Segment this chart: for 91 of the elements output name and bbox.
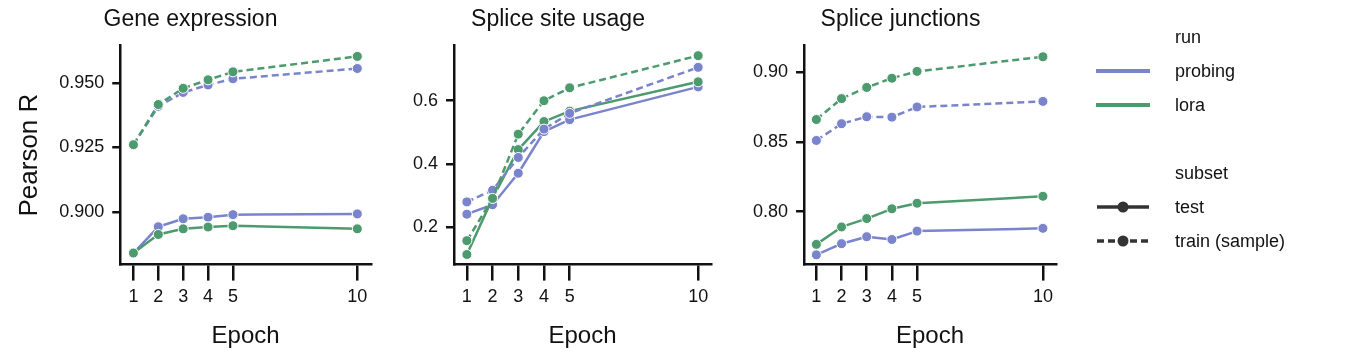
point xyxy=(692,50,704,62)
point xyxy=(810,114,822,126)
legend-title: run xyxy=(1175,25,1202,49)
point xyxy=(351,208,363,220)
point xyxy=(911,101,923,113)
legend-label: probing xyxy=(1175,60,1236,82)
point xyxy=(202,221,214,233)
x-tick-label: 4 xyxy=(203,286,214,307)
point xyxy=(227,209,239,221)
point xyxy=(1037,95,1049,107)
point xyxy=(810,249,822,261)
y-axis-title: Pearson R xyxy=(12,93,43,217)
legend-label: lora xyxy=(1175,94,1206,116)
x-axis-title: Epoch xyxy=(211,321,280,349)
y-tick-label: 0.4 xyxy=(412,152,439,173)
point xyxy=(351,63,363,74)
point xyxy=(911,197,923,209)
point xyxy=(836,238,848,250)
y-tick-label: 0.6 xyxy=(412,89,439,110)
x-tick-label: 5 xyxy=(564,286,575,307)
point xyxy=(1037,222,1049,234)
x-axis-title: Epoch xyxy=(895,321,965,349)
y-tick-label: 0.900 xyxy=(59,200,105,221)
point xyxy=(512,128,524,140)
point xyxy=(177,213,189,225)
x-tick-label: 4 xyxy=(886,286,897,307)
chart-title: Gene expression xyxy=(103,5,278,32)
point xyxy=(886,233,898,245)
point xyxy=(886,111,898,123)
x-tick-label: 5 xyxy=(912,286,923,307)
y-tick-label: 0.950 xyxy=(59,72,105,93)
point xyxy=(461,208,473,220)
x-tick-label: 5 xyxy=(227,286,238,307)
x-axis-title: Epoch xyxy=(548,321,617,349)
point xyxy=(512,151,524,163)
point xyxy=(861,81,873,93)
y-tick-label: 0.925 xyxy=(59,136,105,157)
x-tick-label: 10 xyxy=(688,286,709,307)
x-tick-label: 3 xyxy=(861,286,872,307)
text: test xyxy=(1175,196,1205,218)
x-tick-label: 3 xyxy=(178,286,189,307)
point xyxy=(202,74,214,86)
text: subset xyxy=(1175,161,1230,185)
point xyxy=(1037,190,1049,202)
point xyxy=(152,228,164,240)
point xyxy=(512,167,524,179)
point xyxy=(861,231,873,243)
point xyxy=(836,221,848,233)
x-tick-label: 4 xyxy=(538,286,549,307)
x-tick-label: 1 xyxy=(811,286,822,307)
point xyxy=(810,238,822,250)
point xyxy=(538,95,550,107)
point xyxy=(810,134,822,146)
x-tick-label: 1 xyxy=(128,286,139,307)
chart-title: Splice site usage xyxy=(471,5,645,32)
point xyxy=(351,50,363,62)
point xyxy=(886,203,898,215)
x-tick-label: 2 xyxy=(836,286,847,307)
x-tick-label: 2 xyxy=(487,286,498,307)
point xyxy=(836,118,848,130)
point xyxy=(227,220,239,232)
point xyxy=(886,72,898,84)
point xyxy=(692,76,704,88)
point xyxy=(1037,51,1049,63)
point xyxy=(692,61,704,73)
x-tick-label: 3 xyxy=(513,286,524,307)
x-tick-label: 2 xyxy=(153,286,164,307)
x-tick-label: 1 xyxy=(461,286,472,307)
point xyxy=(911,65,923,77)
point xyxy=(202,211,214,223)
point xyxy=(177,82,189,94)
point xyxy=(177,223,189,235)
point xyxy=(461,235,473,247)
point xyxy=(227,66,239,78)
point xyxy=(861,213,873,225)
point xyxy=(861,111,873,123)
y-tick-label: 0.2 xyxy=(412,215,439,236)
point xyxy=(911,225,923,237)
y-tick-label: 0.80 xyxy=(752,200,789,221)
chart-title: Splice junctions xyxy=(820,5,981,32)
point xyxy=(461,249,473,261)
x-tick-label: 10 xyxy=(347,286,368,307)
text: train (sample) xyxy=(1175,230,1286,252)
point xyxy=(564,82,576,94)
x-tick-label: 10 xyxy=(1032,286,1053,307)
y-tick-label: 0.85 xyxy=(752,130,789,151)
point xyxy=(351,223,363,235)
point xyxy=(836,93,848,105)
point xyxy=(461,196,473,208)
y-tick-label: 0.90 xyxy=(752,61,789,82)
point xyxy=(487,192,499,204)
